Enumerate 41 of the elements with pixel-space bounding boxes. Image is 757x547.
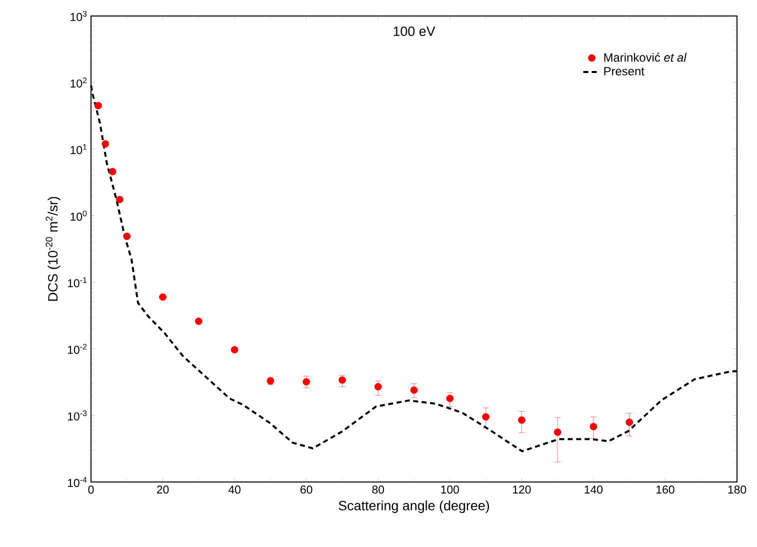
- x-tick-label: 100: [441, 486, 459, 494]
- point: [116, 196, 124, 204]
- point: [482, 413, 490, 421]
- y-tick-label: 10$^{-2}$: [68, 344, 87, 354]
- x-tick-label: 80: [372, 486, 384, 494]
- point: [446, 394, 454, 402]
- point: [159, 293, 166, 301]
- point: [102, 140, 110, 148]
- x-tick-label: 0: [88, 486, 94, 494]
- x-axis-title: Scattering angle (degree): [338, 500, 490, 514]
- point: [554, 428, 562, 436]
- y-tick-label: 10$^{0}$: [70, 210, 87, 221]
- x-tick-label: 180: [728, 486, 746, 494]
- x-tick-label: 140: [584, 486, 603, 494]
- y-tick-label: 10$^{-1}$: [68, 277, 87, 288]
- point: [518, 416, 526, 424]
- point: [194, 318, 202, 325]
- point: [410, 386, 418, 394]
- y-tick-label: 10$^{-4}$: [68, 477, 87, 487]
- point: [338, 376, 346, 384]
- point: [374, 383, 382, 390]
- legend-label: Marinković et al: [604, 52, 687, 62]
- x-tick-label: 20: [156, 486, 169, 494]
- point: [626, 418, 634, 426]
- point: [590, 422, 598, 430]
- point: [108, 168, 116, 176]
- y-tick-label: 10$^{-3}$: [68, 410, 87, 420]
- x-tick-label: 60: [300, 486, 312, 494]
- x-tick-label: 40: [228, 486, 240, 494]
- point: [302, 378, 310, 386]
- y-tick-label: 10$^{1}$: [70, 144, 87, 154]
- text: 100 eV: [394, 26, 436, 36]
- point: [94, 102, 102, 110]
- y-tick-label: 10$^{2}$: [70, 78, 87, 88]
- point: [123, 232, 131, 240]
- x-tick-label: 160: [656, 486, 674, 494]
- legend-label: Present: [604, 67, 644, 76]
- point: [230, 346, 238, 354]
- y-tick-label: 10$^{3}$: [70, 10, 87, 22]
- x-tick-label: 120: [512, 486, 531, 494]
- y-axis-title: DCS (10$^{-20}$ m$^{2}$/sr): [46, 196, 60, 301]
